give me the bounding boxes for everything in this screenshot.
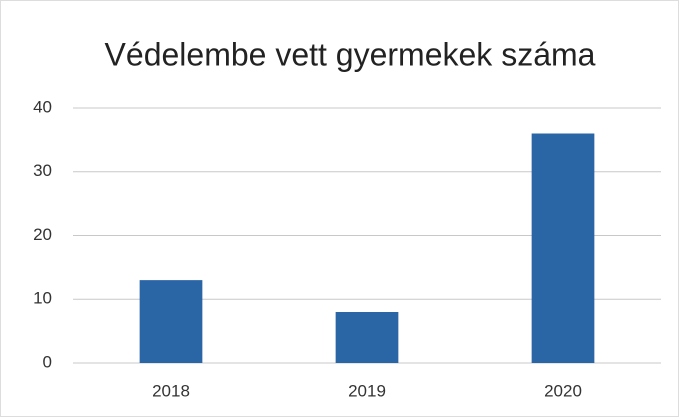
y-tick-label: 20 <box>33 225 52 244</box>
y-tick-label: 10 <box>33 289 52 308</box>
y-tick-label: 40 <box>33 97 52 116</box>
x-tick-label: 2020 <box>544 381 582 400</box>
bar <box>531 133 595 363</box>
y-tick-label: 0 <box>43 352 52 371</box>
y-tick-label: 30 <box>33 161 52 180</box>
chart-title: Védelembe vett gyermekek száma <box>105 36 596 72</box>
bar <box>335 312 399 363</box>
x-tick-label: 2018 <box>152 381 190 400</box>
bar <box>139 280 203 363</box>
x-tick-label: 2019 <box>348 381 386 400</box>
